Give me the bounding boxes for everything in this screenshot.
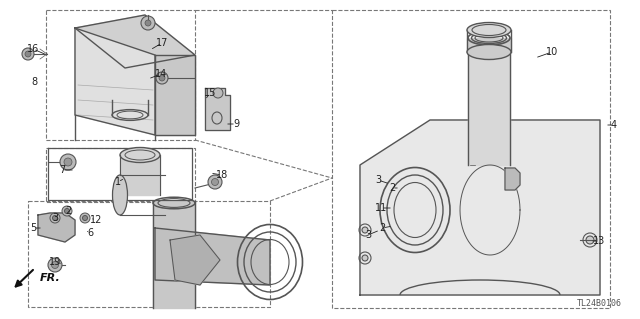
Polygon shape — [155, 228, 270, 285]
Circle shape — [145, 20, 151, 26]
Text: 4: 4 — [611, 120, 617, 130]
Ellipse shape — [467, 23, 511, 38]
Polygon shape — [505, 168, 520, 190]
Text: 12: 12 — [90, 215, 102, 225]
Circle shape — [362, 255, 368, 261]
Text: 19: 19 — [49, 257, 61, 267]
Text: 13: 13 — [593, 236, 605, 246]
Circle shape — [22, 48, 34, 60]
Text: 15: 15 — [204, 88, 216, 98]
Ellipse shape — [467, 44, 511, 60]
Text: 18: 18 — [216, 170, 228, 180]
Polygon shape — [120, 155, 160, 195]
Circle shape — [25, 51, 31, 57]
Polygon shape — [468, 40, 510, 165]
Polygon shape — [205, 88, 230, 130]
Text: 2: 2 — [379, 223, 385, 233]
Text: FR.: FR. — [40, 273, 61, 283]
Polygon shape — [467, 38, 511, 52]
Circle shape — [64, 158, 72, 166]
Bar — [332, 10, 610, 308]
Polygon shape — [75, 15, 195, 68]
Circle shape — [62, 206, 72, 216]
Circle shape — [60, 154, 76, 170]
Polygon shape — [38, 213, 75, 242]
Circle shape — [213, 88, 223, 98]
Ellipse shape — [120, 147, 160, 162]
Polygon shape — [360, 120, 600, 295]
Circle shape — [362, 227, 368, 233]
Circle shape — [156, 72, 168, 84]
Text: 16: 16 — [27, 44, 39, 54]
Text: 3: 3 — [365, 230, 371, 240]
Circle shape — [51, 262, 58, 269]
Text: 10: 10 — [546, 47, 558, 57]
Polygon shape — [153, 201, 195, 308]
Text: 2: 2 — [65, 206, 71, 216]
Text: 1: 1 — [115, 177, 121, 187]
Circle shape — [141, 16, 155, 30]
Text: 9: 9 — [233, 119, 239, 129]
Circle shape — [48, 258, 62, 272]
Bar — [28, 201, 270, 307]
Text: 5: 5 — [30, 223, 36, 233]
Text: 8: 8 — [31, 77, 37, 87]
Polygon shape — [155, 55, 195, 135]
Bar — [46, 10, 195, 140]
Text: 2: 2 — [389, 183, 395, 193]
Circle shape — [159, 75, 165, 81]
Circle shape — [586, 236, 594, 244]
Text: 17: 17 — [156, 38, 168, 48]
Text: 14: 14 — [155, 69, 167, 79]
Bar — [46, 148, 195, 202]
Circle shape — [83, 216, 88, 220]
Circle shape — [52, 216, 58, 220]
Circle shape — [208, 175, 222, 189]
Ellipse shape — [113, 175, 127, 215]
Text: TL24B0106: TL24B0106 — [577, 299, 622, 308]
Circle shape — [65, 209, 70, 213]
Polygon shape — [75, 28, 155, 135]
Circle shape — [50, 213, 60, 223]
Circle shape — [211, 179, 218, 186]
Text: 7: 7 — [59, 165, 65, 175]
Text: 11: 11 — [375, 203, 387, 213]
Text: 3: 3 — [375, 175, 381, 185]
Text: 3: 3 — [52, 213, 58, 223]
Polygon shape — [170, 235, 220, 285]
Circle shape — [80, 213, 90, 223]
Text: 6: 6 — [87, 228, 93, 238]
